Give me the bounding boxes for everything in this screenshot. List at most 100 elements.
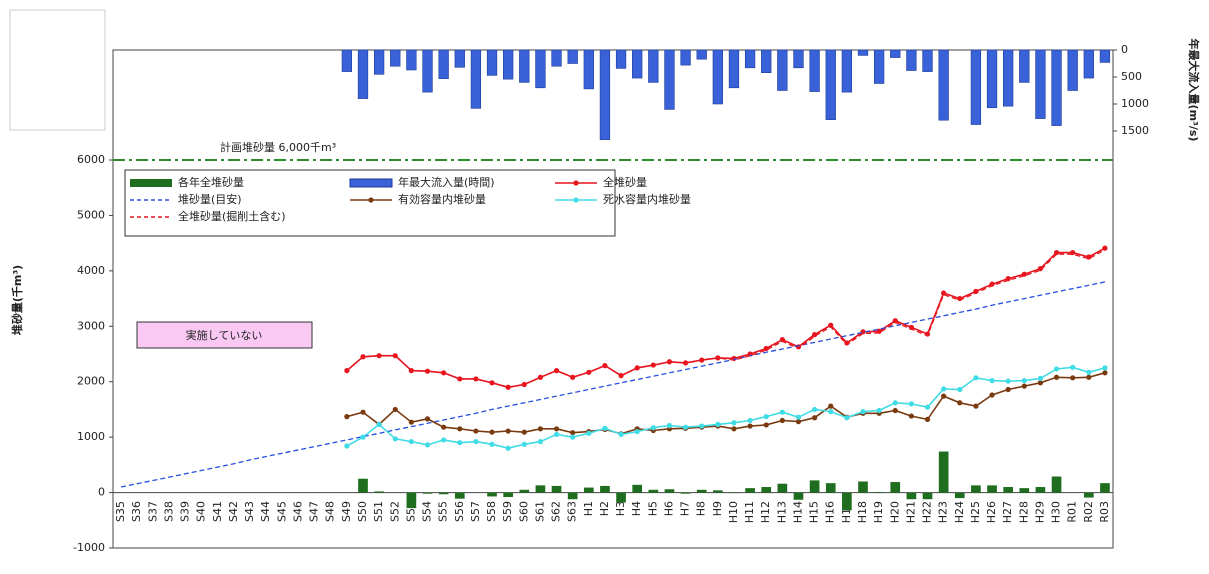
bar — [712, 49, 723, 105]
point — [941, 386, 947, 392]
bar — [728, 49, 740, 89]
x-tick-label: S55 — [437, 501, 450, 522]
point — [973, 403, 979, 409]
point — [908, 413, 914, 419]
point — [957, 386, 963, 393]
bar — [938, 49, 949, 121]
point — [457, 376, 463, 382]
point — [602, 363, 608, 369]
bar — [890, 49, 901, 58]
y-tick-label: 2000 — [77, 375, 105, 388]
point — [553, 426, 560, 432]
bar — [825, 49, 836, 120]
point — [941, 290, 947, 296]
bar — [374, 491, 384, 493]
x-tick-label: S35 — [114, 501, 127, 522]
bar — [971, 485, 981, 493]
point — [1102, 370, 1108, 376]
bar — [1067, 49, 1078, 91]
point — [795, 414, 802, 420]
x-tick-label: S58 — [485, 501, 498, 522]
bar — [341, 49, 353, 72]
bar — [615, 49, 627, 69]
y-tick-label: 1000 — [77, 430, 105, 443]
x-tick-label: H9 — [711, 501, 724, 516]
point — [892, 318, 898, 324]
x-tick-label: H4 — [630, 501, 643, 516]
x-tick-label: S37 — [146, 501, 159, 522]
point — [376, 353, 382, 359]
x-tick-label: H2 — [598, 501, 611, 516]
point — [344, 414, 350, 420]
point — [441, 437, 447, 443]
point — [828, 403, 834, 409]
point — [747, 417, 753, 424]
x-tick-label: S59 — [501, 501, 514, 522]
x-tick-label: H16 — [824, 501, 837, 523]
point — [908, 401, 914, 407]
bar — [632, 484, 643, 493]
point — [392, 406, 398, 413]
x-tick-label: H22 — [921, 501, 934, 523]
bar — [857, 49, 869, 56]
y2-axis-label: 年最大流入量(m³/s) — [1187, 39, 1201, 142]
y-tick-label: 4000 — [77, 264, 105, 277]
legend-label: 堆砂量(目安) — [178, 192, 242, 206]
x-tick-label: S36 — [130, 501, 143, 522]
point — [424, 442, 431, 448]
point — [408, 438, 414, 445]
point — [989, 378, 995, 384]
bar — [583, 49, 594, 90]
point — [860, 409, 866, 415]
series-line — [346, 247, 1106, 389]
bar — [551, 49, 562, 67]
x-tick-label: S50 — [356, 501, 369, 522]
point — [812, 415, 818, 421]
bar — [664, 49, 675, 110]
bar — [422, 49, 433, 93]
note-box — [136, 321, 313, 349]
point — [779, 409, 785, 415]
x-tick-label: S62 — [550, 501, 563, 522]
bar — [1035, 487, 1046, 493]
point — [715, 421, 721, 427]
point — [586, 430, 592, 436]
x-tick-label: H28 — [1017, 501, 1030, 523]
legend-label: 有効容量内堆砂量 — [398, 192, 486, 206]
bar — [761, 487, 772, 493]
point — [1053, 374, 1060, 380]
x-tick-label: S45 — [275, 501, 288, 522]
x-tick-label: H20 — [888, 501, 901, 523]
y-axis-label: 堆砂量(千m³) — [10, 265, 24, 335]
point — [957, 400, 963, 406]
bar — [729, 492, 739, 494]
x-tick-label: H14 — [791, 501, 804, 523]
bar — [470, 49, 482, 109]
x-tick-label: H5 — [646, 501, 659, 516]
bar — [793, 492, 804, 500]
point — [521, 441, 527, 447]
point — [1005, 276, 1011, 282]
point — [1086, 369, 1092, 375]
bar — [1051, 476, 1062, 493]
bar — [406, 492, 417, 509]
point — [392, 353, 398, 359]
point — [699, 423, 705, 429]
bar — [1051, 49, 1062, 126]
bar — [438, 49, 449, 79]
legend-label: 全堆砂量 — [603, 175, 647, 189]
point — [812, 332, 818, 338]
plot-frame — [112, 49, 1114, 549]
x-tick-label: S56 — [453, 501, 466, 522]
bar — [519, 489, 530, 493]
bar — [503, 492, 513, 498]
x-tick-label: S47 — [308, 501, 321, 522]
point — [408, 419, 414, 425]
bar — [970, 49, 982, 125]
legend-label: 各年全堆砂量 — [178, 175, 244, 189]
point — [844, 415, 850, 421]
point — [779, 417, 785, 424]
bar — [567, 492, 578, 500]
x-tick-label: H26 — [985, 501, 998, 523]
bar — [632, 49, 643, 79]
